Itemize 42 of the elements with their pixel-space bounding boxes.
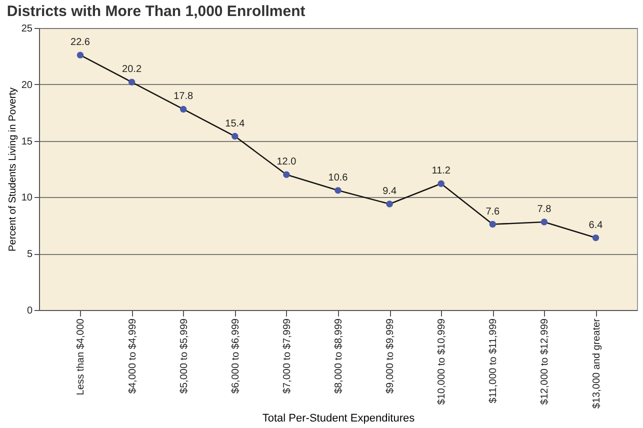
y-tick-label: 10: [21, 192, 33, 204]
x-tick-label: Less than $4,000: [76, 318, 87, 396]
y-tick-label: 20: [21, 80, 33, 91]
x-tick-label: $6,000 to $6,999: [230, 318, 242, 394]
data-label: 17.8: [174, 91, 194, 102]
data-label: 22.6: [70, 37, 90, 48]
point: [592, 234, 600, 242]
y-tick-label: 25: [21, 24, 33, 34]
point: [128, 78, 136, 86]
y-tick-label: 15: [21, 136, 33, 148]
point: [232, 132, 238, 140]
chart-title: Districts with More Than 1,000 Enrollment: [6, 3, 306, 20]
x-tick-label: $7,000 to $7,999: [282, 318, 293, 394]
data-label: 15.4: [225, 118, 246, 130]
point: [180, 106, 187, 113]
data-label: 7.8: [537, 204, 552, 216]
point: [386, 200, 393, 208]
x-tick-label: $12,000 to $12,999: [540, 318, 551, 405]
x-axis-title: Total Per-Student Expenditures: [262, 412, 416, 425]
data-label: 7.6: [486, 206, 500, 218]
x-tick-label: $13,000 and greater: [591, 318, 602, 409]
point: [489, 220, 496, 228]
y-tick-label: 5: [26, 249, 33, 260]
data-label: 9.4: [382, 186, 397, 197]
data-label: 10.6: [328, 172, 348, 184]
point: [76, 52, 84, 58]
point: [540, 218, 548, 226]
x-tick-label: $5,000 to $5,999: [178, 318, 190, 394]
data-label: 12.0: [276, 156, 297, 168]
x-tick-label: $4,000 to $4,999: [127, 318, 138, 394]
x-tick-label: $9,000 to $9,999: [385, 318, 396, 394]
data-label: 11.2: [432, 166, 451, 177]
point: [334, 187, 342, 194]
data-label: 6.4: [588, 220, 604, 231]
x-tick-label: $11,000 to $11,999: [488, 318, 500, 404]
point: [283, 171, 290, 178]
point: [438, 180, 444, 188]
y-axis-title: Percent of Students Living in Poverty: [7, 88, 18, 252]
x-tick-label: $8,000 to $8,999: [334, 318, 344, 394]
data-label: 20.2: [122, 64, 142, 76]
y-tick-label: 0: [26, 306, 33, 316]
x-tick-label: $10,000 to $10,999: [436, 318, 448, 405]
